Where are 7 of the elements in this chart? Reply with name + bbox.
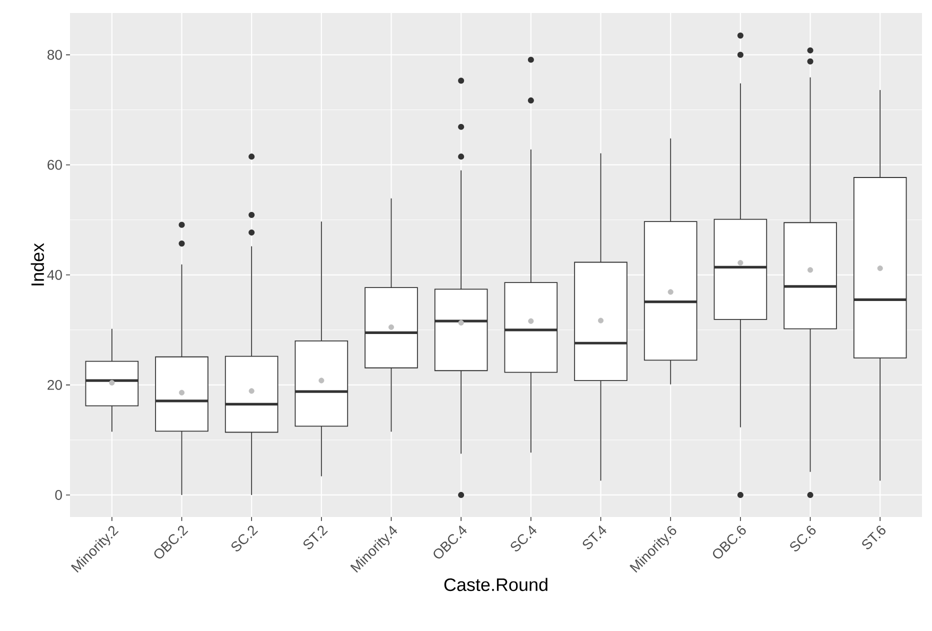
- x-axis-title: Caste.Round: [444, 578, 548, 592]
- y-tick-label: 0: [55, 490, 62, 500]
- y-tick-label: 40: [47, 270, 62, 280]
- y-tick-label: 60: [48, 160, 62, 170]
- y-tick-label: 20: [48, 380, 62, 390]
- y-axis-title: Index: [30, 243, 44, 286]
- y-tick-label: 80: [48, 50, 62, 60]
